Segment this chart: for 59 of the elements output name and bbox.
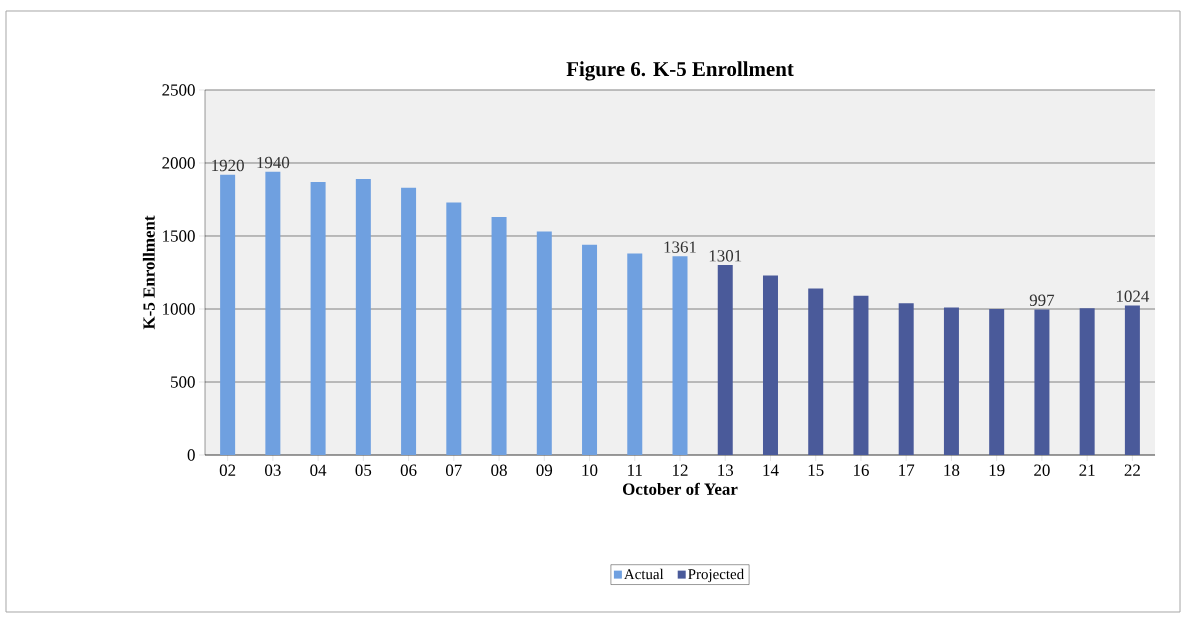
bar bbox=[943, 307, 959, 455]
legend-label: Actual bbox=[624, 568, 664, 580]
bar bbox=[898, 303, 914, 455]
chart-title: Figure 6. K-5 Enrollment bbox=[566, 61, 794, 81]
bar bbox=[989, 309, 1005, 455]
x-tick-label: 19 bbox=[989, 464, 1005, 476]
bar bbox=[1034, 309, 1050, 455]
y-tick-label: 1500 bbox=[163, 230, 195, 242]
x-tick-label: 14 bbox=[763, 464, 779, 476]
bar bbox=[627, 253, 643, 455]
bar bbox=[220, 174, 236, 455]
data-label: 1024 bbox=[1116, 290, 1150, 302]
y-tick-label: 0 bbox=[187, 449, 195, 461]
x-tick-label: 20 bbox=[1034, 464, 1050, 476]
bar bbox=[717, 265, 733, 455]
bar bbox=[808, 288, 824, 455]
y-tick-label: 2500 bbox=[162, 84, 195, 96]
x-axis-title: October of Year bbox=[622, 482, 738, 495]
x-tick-label: 04 bbox=[310, 464, 327, 476]
bar bbox=[536, 231, 552, 455]
x-tick-label: 02 bbox=[219, 464, 236, 476]
x-tick-label: 16 bbox=[853, 464, 869, 476]
bar bbox=[1079, 308, 1095, 455]
bar bbox=[853, 295, 869, 455]
x-tick-label: 18 bbox=[944, 464, 960, 476]
y-tick-label: 2000 bbox=[162, 157, 195, 169]
data-label: 1920 bbox=[212, 159, 244, 172]
bar bbox=[446, 202, 462, 455]
x-tick-label: 12 bbox=[673, 464, 688, 476]
bar bbox=[582, 244, 598, 455]
x-tick-label: 08 bbox=[491, 464, 507, 476]
x-tick-label: 03 bbox=[265, 464, 281, 476]
bar bbox=[491, 217, 507, 455]
bar bbox=[265, 171, 281, 455]
y-tick-label: 500 bbox=[171, 376, 195, 388]
bar bbox=[355, 179, 371, 455]
bar bbox=[762, 275, 778, 455]
bar bbox=[310, 181, 326, 455]
data-label: 997 bbox=[1029, 294, 1055, 306]
x-tick-label: 17 bbox=[899, 464, 915, 476]
y-tick-label: 1000 bbox=[163, 303, 195, 315]
legend-label: Projected bbox=[688, 568, 744, 583]
x-tick-label: 11 bbox=[628, 464, 642, 476]
x-tick-label: 07 bbox=[445, 464, 462, 476]
x-tick-label: 09 bbox=[536, 464, 553, 476]
x-tick-label: 10 bbox=[582, 464, 598, 476]
data-label: 1361 bbox=[664, 241, 696, 253]
data-label: 1940 bbox=[257, 156, 290, 169]
x-tick-label: 15 bbox=[808, 464, 824, 476]
bar bbox=[672, 256, 688, 455]
x-tick-label: 05 bbox=[355, 464, 372, 476]
y-axis-title: K-5 Enrollment bbox=[142, 215, 155, 330]
bar bbox=[1124, 305, 1140, 455]
data-label: 1301 bbox=[709, 250, 742, 262]
x-tick-label: 06 bbox=[400, 464, 417, 476]
x-tick-label: 22 bbox=[1124, 464, 1140, 476]
bar bbox=[401, 187, 417, 455]
x-tick-label: 21 bbox=[1079, 464, 1095, 476]
x-tick-label: 13 bbox=[718, 464, 734, 476]
